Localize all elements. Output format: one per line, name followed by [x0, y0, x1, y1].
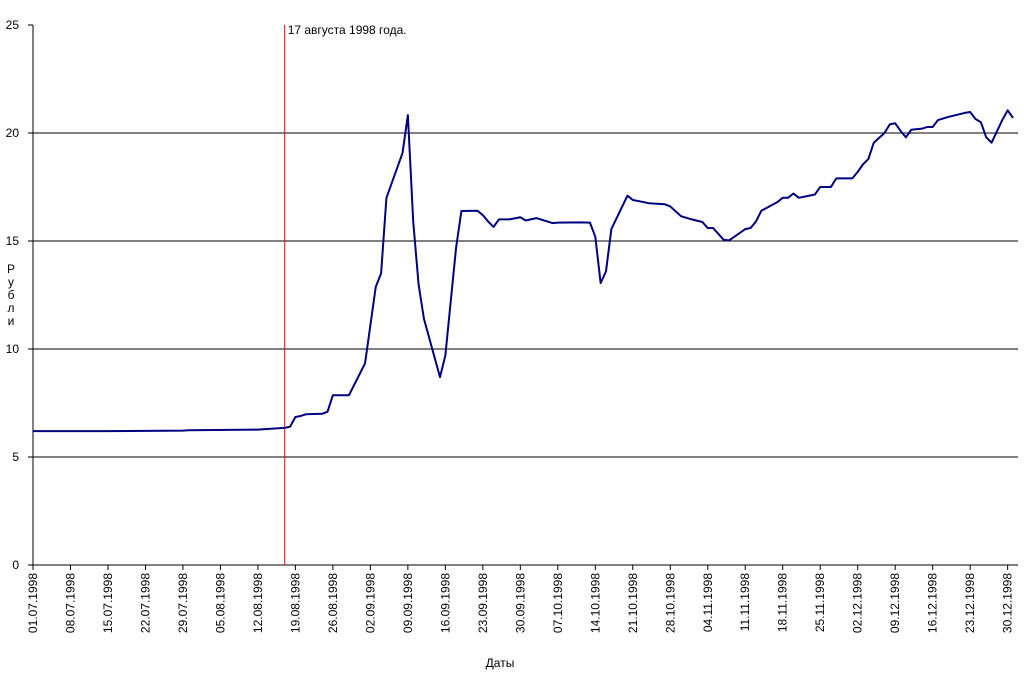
- y-tick-label: 20: [6, 126, 20, 140]
- y-tick-label: 25: [6, 18, 20, 32]
- y-axis-title: Рубли: [4, 262, 18, 327]
- x-tick-label: 16.09.1998: [438, 573, 452, 633]
- x-tick-label: 25.11.1998: [813, 573, 827, 632]
- x-tick-label: 14.10.1998: [588, 573, 602, 633]
- x-tick-label: 22.07.1998: [138, 573, 152, 633]
- annotation-text: 17 августа 1998 года.: [288, 23, 407, 37]
- x-tick-label: 11.11.1998: [738, 573, 752, 632]
- x-tick-label: 08.07.1998: [63, 573, 77, 633]
- x-tick-label: 18.11.1998: [776, 573, 790, 632]
- x-tick-label: 23.09.1998: [476, 573, 490, 633]
- x-tick-label: 16.12.1998: [926, 573, 940, 633]
- x-tick-label: 02.09.1998: [363, 573, 377, 633]
- x-tick-label: 09.12.1998: [888, 573, 902, 633]
- x-tick-label: 07.10.1998: [551, 573, 565, 633]
- x-tick-label: 21.10.1998: [626, 573, 640, 633]
- y-tick-label: 15: [6, 234, 20, 248]
- x-tick-label: 28.10.1998: [663, 573, 677, 633]
- x-tick-label: 29.07.1998: [176, 573, 190, 633]
- x-tick-label: 26.08.1998: [326, 573, 340, 633]
- data-line: [33, 109, 1014, 433]
- x-tick-label: 23.12.1998: [963, 573, 977, 633]
- x-tick-label: 05.08.1998: [213, 573, 227, 633]
- x-tick-label: 09.09.1998: [401, 573, 415, 633]
- x-tick-label: 01.07.1998: [26, 573, 40, 633]
- x-tick-label: 12.08.1998: [251, 573, 265, 633]
- x-tick-label: 04.11.1998: [701, 573, 715, 632]
- y-tick-label: 10: [6, 342, 20, 356]
- x-tick-label: 30.12.1998: [1001, 573, 1015, 633]
- x-tick-label: 19.08.1998: [288, 573, 302, 633]
- x-tick-label: 15.07.1998: [101, 573, 115, 633]
- x-tick-label: 30.09.1998: [513, 573, 527, 633]
- y-tick-label: 5: [12, 450, 19, 464]
- x-tick-label: 02.12.1998: [851, 573, 865, 633]
- y-tick-label: 0: [12, 558, 19, 572]
- x-axis-title: Даты: [486, 656, 515, 670]
